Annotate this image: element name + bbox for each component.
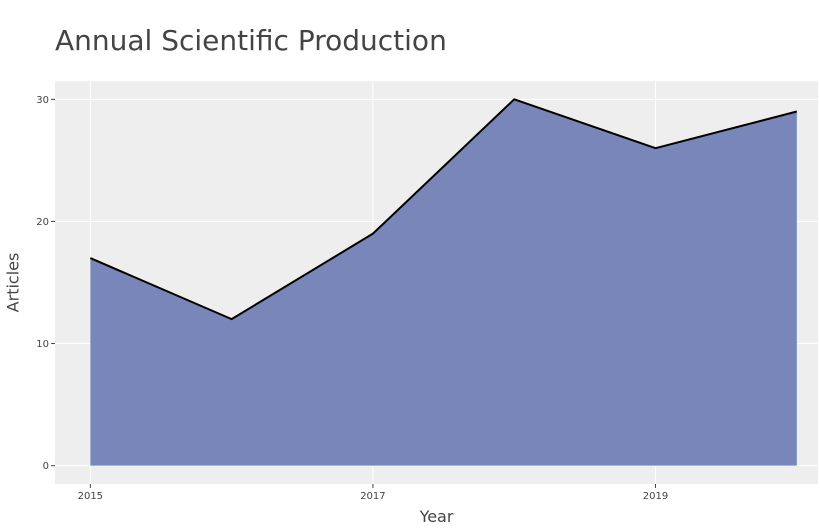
y-axis-title: Articles [4, 253, 23, 313]
series-area [90, 99, 797, 466]
x-axis-title: Year [419, 507, 454, 526]
x-tick-label: 2017 [360, 491, 385, 502]
y-tick-label: 20 [36, 217, 49, 228]
axis-ticks: 0 10 20 30 2015 2017 2019 [36, 95, 668, 502]
series-line [89, 98, 798, 321]
y-tick-label: 30 [36, 95, 49, 106]
y-tick-label: 10 [36, 339, 49, 350]
x-tick-label: 2015 [78, 491, 103, 502]
y-tick-label: 0 [43, 461, 49, 472]
chart-title: Annual Scientific Production [55, 24, 447, 57]
x-tick-label: 2019 [643, 491, 668, 502]
